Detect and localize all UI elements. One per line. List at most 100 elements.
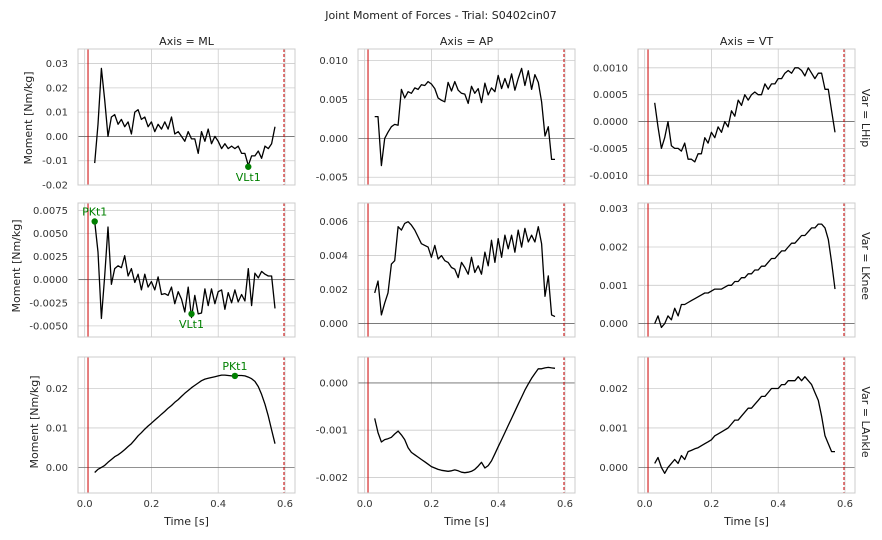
y-tick-label: 0.003 [599, 204, 628, 215]
y-tick-label: 0.02 [46, 83, 68, 94]
y-tick-label: 0.0000 [33, 275, 68, 286]
moment-series-line [654, 376, 835, 474]
y-tick-label: -0.0050 [29, 321, 68, 332]
x-tick-label: 0.6 [277, 499, 293, 510]
y-tick-label: -0.0025 [29, 298, 68, 309]
moment-series-line [654, 223, 836, 329]
moment-series-line [94, 67, 276, 167]
y-tick-label: 0.002 [319, 285, 348, 296]
y-tick-label: 0.010 [319, 56, 348, 67]
y-tick-label: 0.0010 [593, 63, 628, 74]
x-axis-label-col2: Time [s] [443, 515, 489, 528]
row-title-lknee: Var = LKnee [859, 232, 872, 300]
x-tick-label: 0.4 [770, 499, 786, 510]
moment-series-line [94, 374, 276, 473]
x-tick-label: 0.2 [423, 499, 439, 510]
figure-title: Joint Moment of Forces - Trial: S0402cin… [324, 9, 557, 22]
event-marker-pkt1 [91, 218, 98, 225]
moment-series-line [374, 366, 556, 474]
panel-frame [637, 48, 856, 186]
panel-frame [77, 202, 296, 338]
x-tick-label: 0.0 [637, 499, 653, 510]
y-tick-label: -0.02 [42, 181, 68, 192]
y-tick-label: 0.000 [599, 319, 628, 330]
y-tick-label: -0.0010 [589, 171, 628, 182]
y-tick-label: 0.0025 [33, 252, 68, 263]
y-tick-label: 0.0075 [33, 206, 68, 217]
x-tick-label: 0.4 [210, 499, 226, 510]
moment-series-line [374, 67, 555, 167]
event-marker-vlt1 [188, 310, 195, 318]
y-axis-label-row3: Moment [Nm/kg] [28, 375, 41, 468]
x-axis-label-col1: Time [s] [163, 515, 209, 528]
y-tick-label: 0.004 [319, 251, 348, 262]
panel-frame [77, 48, 296, 186]
y-tick-label: 0.00 [46, 463, 68, 474]
row-title-lankle: Var = LAnkle [859, 386, 872, 457]
y-tick-label: 0.000 [319, 134, 348, 145]
panel-lankle-ml: 0.0 0.2 0.4 0.6 0.00 0.01 0.02 PKt1 [46, 356, 296, 510]
panel-lhip-vt: -0.0010 -0.0005 0.0000 0.0005 0.0010 [589, 48, 856, 186]
y-tick-label: 0.000 [319, 319, 348, 330]
event-marker-vlt1 [245, 163, 252, 170]
x-tick-label: 0.2 [143, 499, 159, 510]
x-tick-label: 0.6 [837, 499, 853, 510]
y-tick-label: -0.002 [316, 473, 348, 484]
x-tick-label: 0.0 [357, 499, 373, 510]
col-title-ap: Axis = AP [440, 35, 494, 48]
y-tick-label: 0.02 [46, 384, 68, 395]
event-label-pkt1: PKt1 [82, 205, 107, 218]
y-tick-label: 0.002 [599, 243, 628, 254]
y-tick-label: 0.002 [599, 384, 628, 395]
y-tick-label: 0.0000 [593, 117, 628, 128]
y-tick-label: 0.006 [319, 217, 348, 228]
y-tick-label: 0.01 [46, 108, 68, 119]
y-tick-label: -0.005 [316, 173, 348, 184]
y-tick-label: 0.0005 [593, 90, 628, 101]
y-tick-label: 0.000 [319, 378, 348, 389]
y-tick-label: -0.01 [42, 156, 68, 167]
y-tick-label: 0.001 [599, 281, 628, 292]
event-label-vlt1: VLt1 [179, 318, 204, 331]
col-title-vt: Axis = VT [720, 35, 774, 48]
panel-frame [357, 202, 576, 338]
y-tick-label: -0.001 [316, 426, 348, 437]
y-axis-label-row2: Moment [Nm/kg] [10, 219, 23, 312]
panel-frame [637, 356, 856, 494]
panel-lhip-ml: -0.02 -0.01 0.00 0.01 0.02 0.03 VLt1 [42, 48, 296, 192]
x-tick-label: 0.2 [703, 499, 719, 510]
panel-lankle-vt: 0.0 0.2 0.4 0.6 0.000 0.001 0.002 [599, 356, 856, 510]
y-tick-label: 0.0050 [33, 229, 68, 240]
panel-lhip-ap: -0.005 0.000 0.005 0.010 [316, 48, 576, 186]
y-tick-label: 0.03 [46, 59, 68, 70]
panel-frame [637, 202, 856, 338]
y-tick-label: 0.000 [599, 463, 628, 474]
y-tick-label: -0.0005 [589, 144, 628, 155]
x-axis-label-col3: Time [s] [723, 515, 769, 528]
col-title-ml: Axis = ML [159, 35, 215, 48]
y-tick-label: 0.001 [599, 423, 628, 434]
panel-lknee-vt: 0.000 0.001 0.002 0.003 [599, 202, 856, 338]
panel-frame [357, 48, 576, 186]
moment-series-line [654, 67, 836, 163]
moment-series-line [374, 221, 556, 318]
y-tick-label: 0.00 [46, 132, 68, 143]
panel-lankle-ap: 0.0 0.2 0.4 0.6 -0.002 -0.001 0.000 [316, 356, 576, 510]
moment-series-line [94, 221, 276, 320]
panel-frame [77, 356, 296, 494]
event-label-pkt1: PKt1 [222, 360, 247, 373]
event-marker-pkt1 [231, 372, 239, 380]
panel-frame [357, 356, 576, 494]
panel-lknee-ml: -0.0050 -0.0025 0.0000 0.0025 0.0050 0.0075 PK… [29, 202, 296, 338]
row-title-lhip: Var = LHip [859, 89, 872, 148]
x-tick-label: 0.4 [490, 499, 506, 510]
panel-lknee-ap: 0.000 0.002 0.004 0.006 [319, 202, 576, 338]
y-tick-label: 0.01 [46, 423, 68, 434]
y-tick-label: 0.005 [319, 95, 348, 106]
y-axis-label-row1: Moment [Nm/kg] [22, 71, 35, 164]
x-tick-label: 0.6 [557, 499, 573, 510]
event-label-vlt1: VLt1 [236, 171, 261, 184]
x-tick-label: 0.0 [77, 499, 93, 510]
